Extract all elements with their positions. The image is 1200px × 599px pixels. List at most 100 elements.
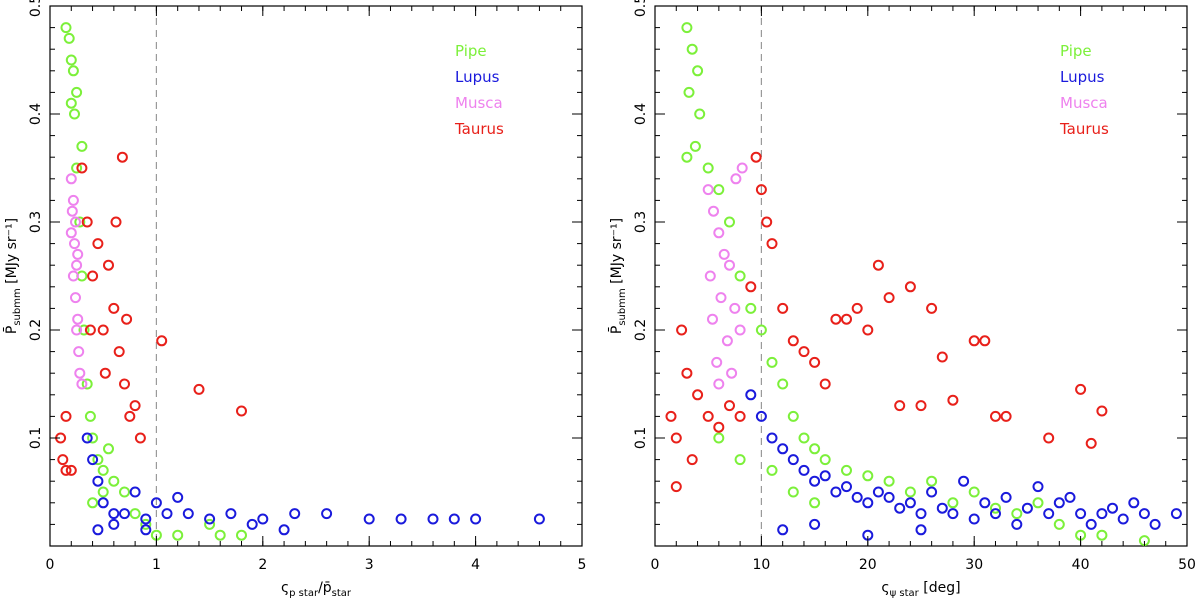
data-point bbox=[798, 346, 810, 358]
data-point bbox=[904, 497, 916, 509]
data-point bbox=[103, 443, 114, 455]
x-tick-label: 50 bbox=[1178, 557, 1196, 573]
data-point bbox=[67, 194, 79, 206]
data-point bbox=[702, 162, 714, 174]
data-point bbox=[204, 518, 216, 530]
data-point bbox=[819, 470, 831, 482]
x-axis-label: ςψ star [deg] bbox=[881, 580, 960, 599]
series-taurus bbox=[55, 151, 247, 476]
data-point bbox=[713, 421, 725, 433]
data-point bbox=[729, 302, 741, 314]
data-point bbox=[76, 140, 88, 152]
data-point bbox=[65, 464, 77, 476]
data-point bbox=[872, 486, 884, 498]
data-point bbox=[724, 216, 735, 228]
data-point bbox=[108, 518, 120, 530]
data-point bbox=[724, 400, 735, 412]
data-point bbox=[755, 410, 767, 422]
data-point bbox=[150, 497, 162, 509]
data-point bbox=[745, 389, 757, 401]
legend-taurus: Taurus bbox=[1059, 120, 1109, 138]
series-pipe bbox=[60, 22, 247, 541]
data-point bbox=[1032, 481, 1044, 493]
data-point bbox=[713, 184, 725, 196]
data-point bbox=[92, 524, 104, 536]
data-point bbox=[113, 346, 125, 358]
data-point bbox=[193, 383, 205, 395]
data-point bbox=[71, 259, 83, 271]
data-point bbox=[81, 216, 93, 228]
data-point bbox=[851, 491, 863, 503]
data-point bbox=[1000, 491, 1012, 503]
data-point bbox=[236, 405, 247, 417]
data-point bbox=[809, 356, 821, 368]
x-tick-label: 5 bbox=[578, 557, 587, 573]
data-point bbox=[798, 432, 810, 444]
legend-musca: Musca bbox=[1060, 94, 1108, 112]
data-point bbox=[1032, 497, 1044, 509]
data-point bbox=[448, 513, 460, 525]
data-point bbox=[718, 248, 730, 260]
data-point bbox=[70, 292, 81, 304]
data-point bbox=[65, 173, 77, 185]
data-point bbox=[787, 335, 799, 347]
data-point bbox=[1128, 497, 1140, 509]
data-point bbox=[129, 400, 141, 412]
data-point bbox=[108, 508, 120, 520]
data-point bbox=[721, 335, 733, 347]
data-point bbox=[140, 513, 152, 525]
left-panel: 0 1 2 3 4 5 0.1 0.2 0.3 0.4 0.5 P̄submm [MJy sr⁻¹] ς… bbox=[2, 0, 586, 599]
data-point bbox=[883, 475, 895, 487]
data-point bbox=[841, 464, 852, 476]
data-point bbox=[686, 43, 698, 55]
data-point bbox=[65, 54, 77, 66]
data-point bbox=[116, 151, 128, 163]
data-point bbox=[809, 443, 821, 455]
data-point bbox=[225, 508, 237, 520]
data-point bbox=[1011, 508, 1023, 520]
data-point bbox=[904, 486, 916, 498]
data-point bbox=[84, 324, 96, 336]
data-point bbox=[730, 173, 742, 185]
data-point bbox=[67, 65, 79, 77]
data-point bbox=[979, 335, 991, 347]
data-point bbox=[915, 508, 927, 520]
series-musca bbox=[702, 162, 748, 390]
data-point bbox=[97, 324, 109, 336]
data-point bbox=[947, 394, 959, 406]
data-point bbox=[990, 502, 1001, 514]
data-point bbox=[72, 248, 84, 260]
data-point bbox=[99, 367, 111, 379]
data-point bbox=[702, 410, 714, 422]
y-tick-label: 0.5 bbox=[28, 0, 44, 17]
data-point bbox=[862, 324, 874, 336]
data-point bbox=[936, 502, 948, 514]
data-point bbox=[894, 502, 906, 514]
data-point bbox=[830, 486, 842, 498]
data-point bbox=[947, 497, 959, 509]
data-point bbox=[681, 22, 693, 34]
data-point bbox=[904, 281, 916, 293]
data-point bbox=[777, 302, 789, 314]
data-point bbox=[692, 65, 704, 77]
data-point bbox=[809, 497, 821, 509]
data-point bbox=[755, 184, 767, 196]
data-point bbox=[1138, 508, 1150, 520]
data-point bbox=[990, 508, 1001, 520]
data-point bbox=[1043, 432, 1055, 444]
data-point bbox=[1075, 383, 1087, 395]
data-point bbox=[694, 108, 706, 120]
data-point bbox=[87, 497, 99, 509]
data-point bbox=[683, 86, 695, 98]
data-point bbox=[1053, 497, 1065, 509]
data-point bbox=[172, 529, 184, 541]
right-panel: 0 10 20 30 40 50 0.1 0.2 0.3 0.4 0.5 P̄submm [MJy s… bbox=[607, 0, 1195, 599]
data-point bbox=[724, 259, 735, 271]
data-point bbox=[81, 432, 93, 444]
data-point bbox=[819, 454, 831, 466]
data-point bbox=[87, 270, 99, 282]
data-point bbox=[87, 454, 99, 466]
data-point bbox=[140, 518, 152, 530]
data-point bbox=[1107, 502, 1118, 514]
data-point bbox=[947, 508, 959, 520]
